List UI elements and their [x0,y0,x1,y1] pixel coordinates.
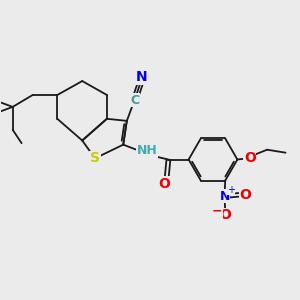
Text: S: S [90,151,100,165]
Text: C: C [130,94,139,106]
Text: NH: NH [137,144,158,157]
Text: +: + [226,184,235,194]
Text: N: N [136,70,148,85]
Text: −: − [212,204,222,218]
Text: N: N [219,190,230,202]
Text: O: O [239,188,251,202]
Text: O: O [158,177,170,191]
Text: O: O [219,208,231,222]
Text: O: O [244,151,256,165]
